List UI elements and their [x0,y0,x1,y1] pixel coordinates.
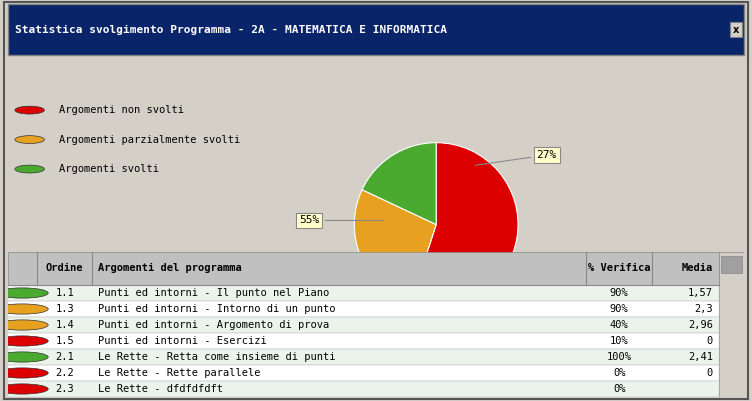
Wedge shape [411,143,518,306]
Text: Punti ed intorni - Il punto nel Piano: Punti ed intorni - Il punto nel Piano [99,288,329,298]
Text: Le Rette - Retta come insieme di punti: Le Rette - Retta come insieme di punti [99,352,335,362]
Text: 2,41: 2,41 [688,352,713,362]
Text: Punti ed intorni - Intorno di un punto: Punti ed intorni - Intorno di un punto [99,304,335,314]
FancyBboxPatch shape [8,365,719,381]
Text: 2,96: 2,96 [688,320,713,330]
Text: Argomenti non svolti: Argomenti non svolti [59,105,184,115]
FancyBboxPatch shape [8,251,719,285]
Circle shape [0,368,48,378]
Text: 0%: 0% [613,368,626,378]
Text: 18%: 18% [492,259,556,271]
Text: Media: Media [681,263,713,273]
Text: 0: 0 [707,336,713,346]
Text: Le Rette - Rette parallele: Le Rette - Rette parallele [99,368,261,378]
Text: 2.2: 2.2 [55,368,74,378]
FancyBboxPatch shape [8,285,719,301]
Circle shape [15,136,44,144]
Text: 100%: 100% [607,352,632,362]
Wedge shape [362,143,436,225]
FancyBboxPatch shape [8,301,719,317]
Text: Statistica svolgimento Programma - 2A - MATEMATICA E INFORMATICA: Statistica svolgimento Programma - 2A - … [15,24,447,34]
Text: 1.1: 1.1 [55,288,74,298]
Circle shape [0,384,48,394]
Circle shape [0,352,48,362]
Text: 90%: 90% [610,288,629,298]
Text: Punti ed intorni - Argomento di prova: Punti ed intorni - Argomento di prova [99,320,329,330]
FancyBboxPatch shape [8,349,719,365]
Text: Argomenti del programma: Argomenti del programma [99,263,242,273]
Text: 0%: 0% [613,384,626,394]
Text: 40%: 40% [610,320,629,330]
Circle shape [0,288,48,298]
Circle shape [0,304,48,314]
Text: 1,57: 1,57 [688,288,713,298]
FancyBboxPatch shape [8,381,719,397]
Text: 2.1: 2.1 [55,352,74,362]
Circle shape [15,106,44,114]
Text: 27%: 27% [476,150,556,165]
Text: 1.4: 1.4 [55,320,74,330]
Text: x: x [732,24,738,34]
Circle shape [0,320,48,330]
Text: Ordine: Ordine [46,263,83,273]
Text: 55%: 55% [299,215,384,225]
Text: 10%: 10% [610,336,629,346]
Text: 1.3: 1.3 [55,304,74,314]
Text: 90%: 90% [610,304,629,314]
Wedge shape [354,190,436,302]
FancyBboxPatch shape [719,251,744,397]
Text: Argomenti svolti: Argomenti svolti [59,164,159,174]
Text: % Verifica: % Verifica [588,263,650,273]
Text: Argomenti parzialmente svolti: Argomenti parzialmente svolti [59,135,241,145]
FancyBboxPatch shape [8,317,719,333]
Text: 1.5: 1.5 [55,336,74,346]
Text: Punti ed intorni - Esercizi: Punti ed intorni - Esercizi [99,336,267,346]
Text: Le Rette - dfdfdfdft: Le Rette - dfdfdfdft [99,384,223,394]
Text: 2,3: 2,3 [694,304,713,314]
FancyBboxPatch shape [8,4,744,55]
Text: 0: 0 [707,368,713,378]
FancyBboxPatch shape [8,333,719,349]
Circle shape [0,336,48,346]
FancyBboxPatch shape [721,256,742,273]
Text: 2.3: 2.3 [55,384,74,394]
Circle shape [15,165,44,173]
